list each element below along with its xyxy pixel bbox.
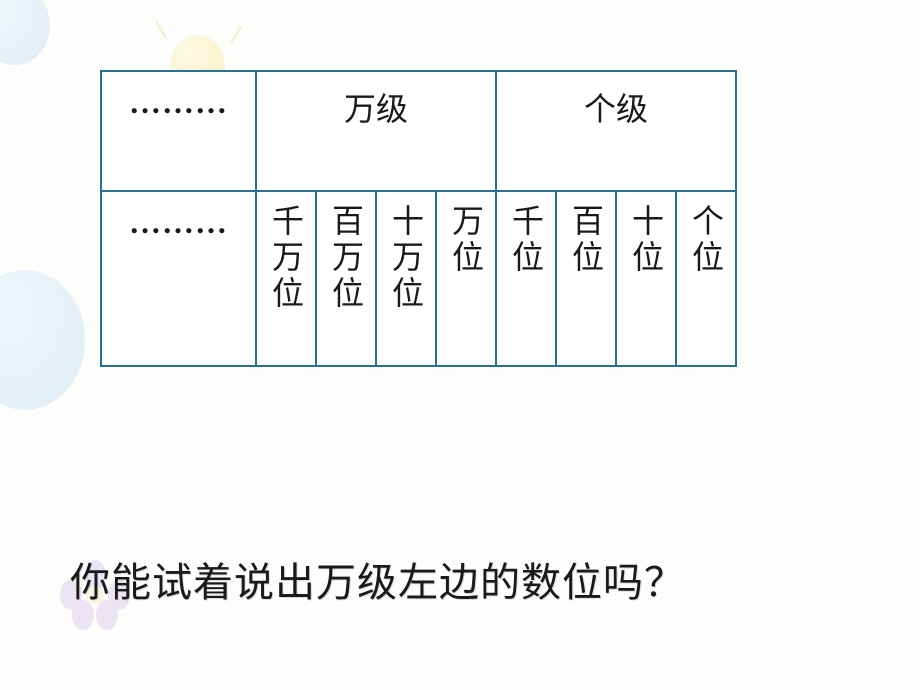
place-cell-wan: 万位: [436, 191, 496, 366]
place-cell-bai: 百位: [556, 191, 616, 366]
table-row-groups: ……… 万级 个级: [101, 71, 736, 191]
place-label: 个位: [690, 204, 722, 276]
question-text: 你能试着说出万级左边的数位吗？: [70, 550, 685, 608]
decor-balloon-blue-top: [0, 0, 50, 65]
place-label: 百位: [570, 204, 602, 276]
groups-ellipsis-cell: ………: [101, 71, 256, 191]
decor-balloon-blue-mid: [0, 270, 85, 410]
decor-streak: [230, 26, 242, 44]
place-value-table: ……… 万级 个级 ……… 千万位 百万位 十万位 万位 千位 百位 十位 个位: [100, 70, 737, 367]
place-label: 十万位: [390, 204, 422, 312]
place-cell-qianwan: 千万位: [256, 191, 316, 366]
place-label: 千位: [510, 204, 542, 276]
places-ellipsis-cell: ………: [101, 191, 256, 366]
place-label: 万位: [450, 204, 482, 276]
place-label: 千万位: [270, 204, 302, 312]
place-cell-baiwan: 百万位: [316, 191, 376, 366]
table-row-places: ……… 千万位 百万位 十万位 万位 千位 百位 十位 个位: [101, 191, 736, 366]
decor-streak: [155, 21, 167, 39]
group-wan-cell: 万级: [256, 71, 496, 191]
place-label: 十位: [630, 204, 662, 276]
place-cell-ge: 个位: [676, 191, 736, 366]
place-cell-shi: 十位: [616, 191, 676, 366]
place-label: 百万位: [330, 204, 362, 312]
group-ge-cell: 个级: [496, 71, 736, 191]
place-cell-shiwan: 十万位: [376, 191, 436, 366]
place-cell-qian: 千位: [496, 191, 556, 366]
